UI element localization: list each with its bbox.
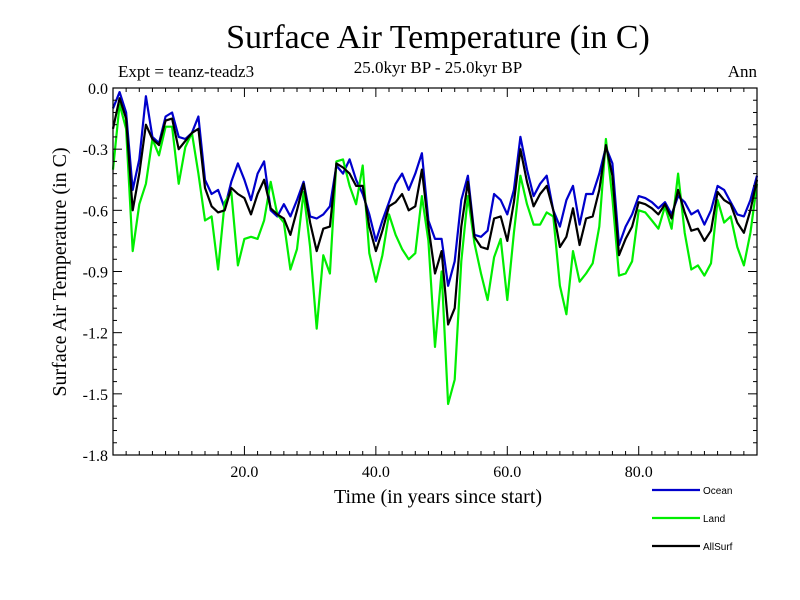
y-axis-label: Surface Air Temperature (in C) (49, 147, 71, 396)
x-tick-label: 20.0 (230, 464, 258, 481)
y-tick-label: -1.2 (83, 326, 108, 343)
axis-layer: 20.0 40.0 60.0 80.0 0.0 -0.3 -0.6 -0.9 -1.2 -1.5 -… (83, 81, 758, 481)
season-label: Ann (728, 62, 758, 81)
series-line-allsurf (111, 97, 759, 326)
y-tick-label: 0.0 (88, 81, 108, 98)
y-tick-label: -1.8 (83, 448, 108, 465)
y-tick-label: -0.9 (83, 265, 108, 282)
x-tick-label: 40.0 (362, 464, 390, 481)
chart-subtitle: 25.0kyr BP - 25.0kyr BP (354, 58, 522, 77)
y-tick-label: -0.6 (83, 203, 108, 220)
series-line-land (111, 103, 759, 406)
y-tick-label: -1.5 (83, 387, 108, 404)
x-axis-label: Time (in years since start) (334, 486, 542, 508)
y-tick-label: -0.3 (83, 142, 108, 159)
chart-title: Surface Air Temperature (in C) (226, 19, 650, 56)
legend: Ocean Land AllSurf (652, 486, 733, 553)
series-layer (111, 90, 759, 406)
legend-label-allsurf: AllSurf (703, 542, 733, 553)
x-tick-label: 80.0 (625, 464, 653, 481)
legend-label-ocean: Ocean (703, 486, 732, 497)
series-line-ocean (111, 90, 759, 287)
experiment-label: Expt = teanz-teadz3 (118, 62, 254, 81)
x-tick-label: 60.0 (493, 464, 521, 481)
legend-label-land: Land (703, 514, 725, 525)
